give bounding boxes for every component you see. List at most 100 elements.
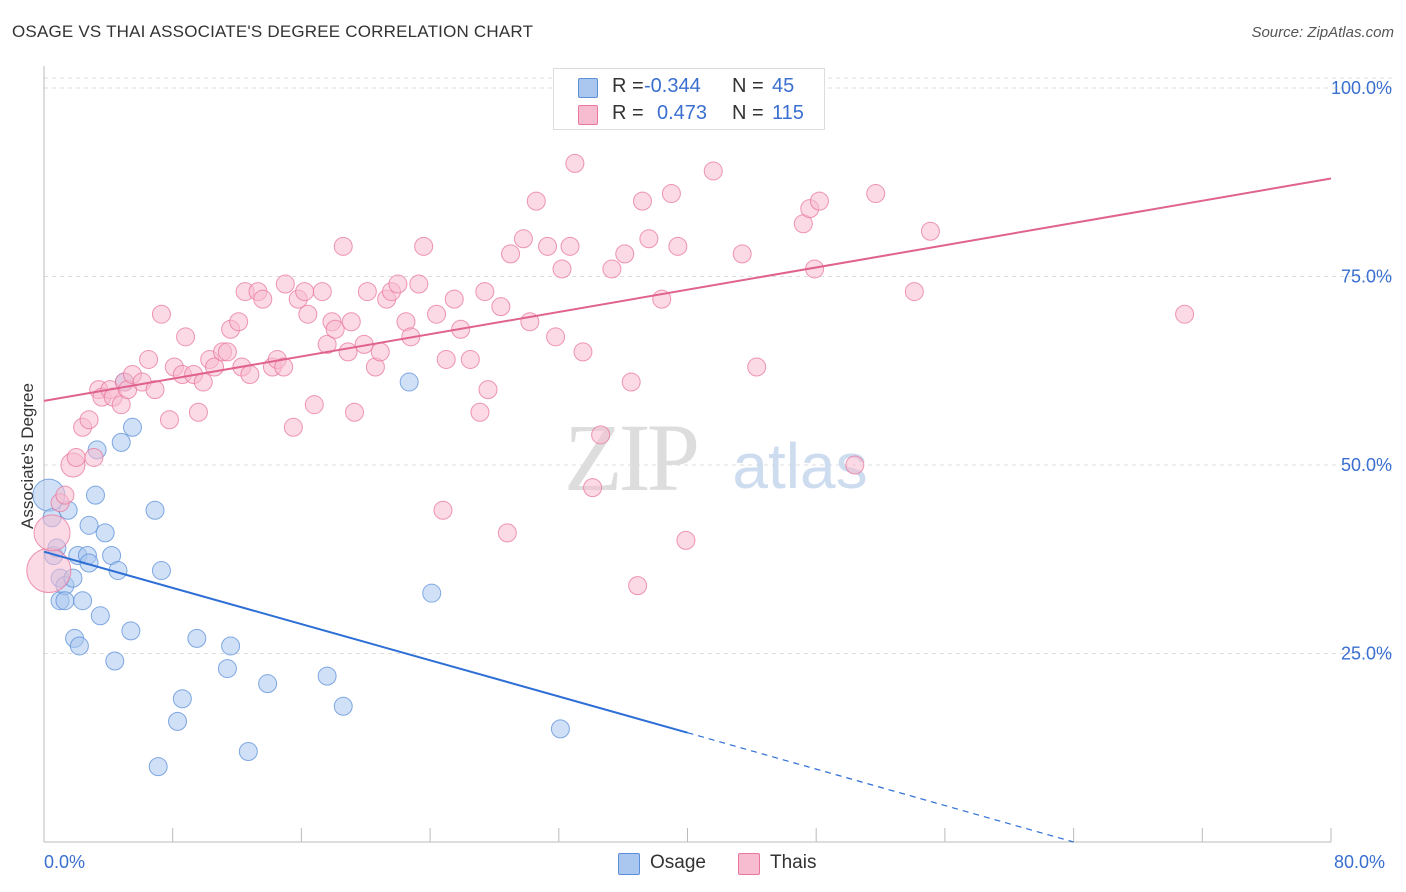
- thais-point: [217, 342, 237, 362]
- y-tick-label: 50.0%: [1341, 455, 1392, 475]
- thais-point: [304, 395, 324, 415]
- thais-point: [312, 282, 332, 302]
- thais-point: [436, 349, 456, 369]
- osage-point: [258, 674, 278, 694]
- data-points: [26, 153, 1195, 777]
- thais-point: [159, 410, 179, 430]
- thais-point: [845, 455, 865, 475]
- thais-point: [176, 327, 196, 347]
- thais-point: [240, 365, 260, 385]
- thais-point: [274, 357, 294, 377]
- osage-point: [221, 636, 241, 656]
- thais-point: [338, 342, 358, 362]
- osage-trend-extension: [687, 732, 1074, 843]
- thais-point: [661, 184, 681, 204]
- thais-point: [491, 297, 511, 317]
- osage-point: [145, 500, 165, 520]
- thais-point: [639, 229, 659, 249]
- thais-point: [295, 282, 315, 302]
- osage-swatch-icon: [578, 78, 598, 98]
- watermark-atlas: atlas: [732, 430, 867, 502]
- y-tick-label: 75.0%: [1341, 267, 1392, 287]
- thais-point: [546, 327, 566, 347]
- osage-point: [111, 432, 131, 452]
- thais-point: [145, 380, 165, 400]
- thais-point: [409, 274, 429, 294]
- thais-point: [676, 530, 696, 550]
- thais-point: [229, 312, 249, 332]
- thais-point: [565, 153, 585, 173]
- thais-point: [478, 380, 498, 400]
- axes: [43, 66, 1332, 843]
- thais-point: [1175, 304, 1195, 324]
- x-tick-label-max: 80.0%: [1334, 852, 1386, 872]
- thais-point: [357, 282, 377, 302]
- thais-point: [668, 236, 688, 256]
- n-label: N =: [732, 75, 764, 97]
- thais-point: [283, 417, 303, 437]
- thais-point: [470, 402, 490, 422]
- thais-point: [370, 342, 390, 362]
- thais-point: [414, 236, 434, 256]
- osage-point: [79, 553, 99, 573]
- osage-point: [85, 485, 105, 505]
- y-tick-label: 25.0%: [1341, 644, 1392, 664]
- thais-point: [866, 184, 886, 204]
- thais-point: [732, 244, 752, 264]
- thais-trend-line: [43, 177, 1332, 402]
- thais-point: [151, 304, 171, 324]
- thais-point: [703, 161, 723, 181]
- stats-legend: R = -0.344 N = 45 R = 0.473 N = 115: [553, 68, 825, 130]
- thais-point: [552, 259, 572, 279]
- thais-point: [615, 244, 635, 264]
- osage-point: [550, 719, 570, 739]
- thais-point: [317, 334, 337, 354]
- osage-point: [422, 583, 442, 603]
- thais-point: [526, 191, 546, 211]
- thais-legend-icon: [738, 853, 760, 875]
- thais-point: [747, 357, 767, 377]
- osage-point: [168, 711, 188, 731]
- thais-point: [388, 274, 408, 294]
- osage-point: [122, 417, 142, 437]
- thais-point: [188, 402, 208, 422]
- thais-point: [84, 447, 104, 467]
- thais-point: [538, 236, 558, 256]
- thais-point: [433, 500, 453, 520]
- osage-point: [151, 561, 171, 581]
- thais-point: [628, 576, 648, 596]
- thais-point: [341, 312, 361, 332]
- watermark-zip: ZIP: [564, 404, 697, 511]
- thais-point: [591, 425, 611, 445]
- thais-point: [79, 410, 99, 430]
- thais-point: [560, 236, 580, 256]
- stats-legend-row-thais: R = 0.473 N = 115: [554, 100, 824, 128]
- n-value: 45: [772, 75, 795, 97]
- osage-point: [95, 523, 115, 543]
- x-tick-label-min: 0.0%: [44, 852, 86, 872]
- thais-point: [139, 349, 159, 369]
- osage-point: [399, 372, 419, 392]
- osage-point: [333, 696, 353, 716]
- r-label: R =: [612, 75, 644, 97]
- thais-point: [621, 372, 641, 392]
- thais-point: [920, 221, 940, 241]
- thais-point: [33, 514, 71, 552]
- thais-point: [26, 548, 72, 594]
- thais-point: [475, 282, 495, 302]
- thais-point: [66, 447, 86, 467]
- thais-point: [573, 342, 593, 362]
- chart-source: Source: ZipAtlas.com: [1251, 24, 1394, 41]
- thais-point: [501, 244, 521, 264]
- y-axis-label: Associate's Degree: [18, 383, 37, 529]
- r-value: -0.344: [644, 75, 701, 97]
- osage-point: [79, 515, 99, 535]
- r-label: R =: [612, 102, 644, 124]
- osage-point: [121, 621, 141, 641]
- thais-point: [344, 402, 364, 422]
- osage-point: [238, 742, 258, 762]
- osage-point: [90, 606, 110, 626]
- stats-legend-row-osage: R = -0.344 N = 45: [554, 73, 824, 101]
- osage-legend-icon: [618, 853, 640, 875]
